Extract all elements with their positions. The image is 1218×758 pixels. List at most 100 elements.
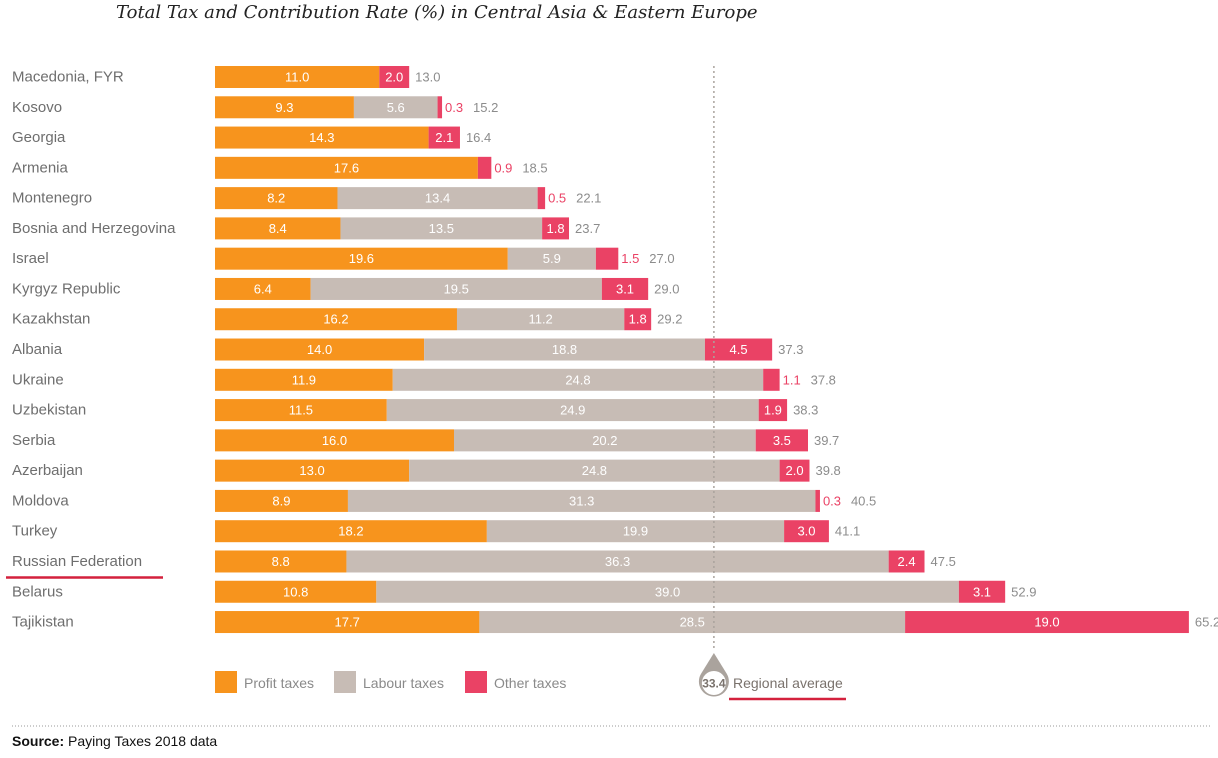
- total-label: 13.0: [415, 70, 440, 85]
- category-label: Kosovo: [12, 99, 62, 116]
- data-label-profit: 8.9: [272, 493, 290, 508]
- bar-profit: [215, 580, 377, 603]
- data-label-other: 0.5: [548, 191, 566, 206]
- bar-other: [704, 338, 773, 361]
- bar-profit: [215, 126, 429, 149]
- bar-profit: [215, 459, 410, 482]
- category-label: Ukraine: [12, 371, 64, 388]
- bar-labour: [453, 429, 756, 452]
- data-label-profit: 19.6: [349, 251, 374, 266]
- data-label-profit: 17.6: [334, 160, 359, 175]
- data-label-labour: 18.8: [552, 342, 577, 357]
- bar-profit: [215, 611, 480, 634]
- total-label: 41.1: [835, 524, 860, 539]
- bar-labour: [424, 338, 705, 361]
- data-label-other: 3.1: [616, 281, 634, 296]
- bar-other: [601, 277, 649, 300]
- bar-other: [379, 66, 410, 88]
- bar-labour: [507, 247, 596, 270]
- bar-profit: [215, 187, 338, 210]
- bar-profit: [215, 277, 311, 300]
- total-label: 29.0: [654, 281, 679, 296]
- bar-profit: [215, 520, 487, 543]
- data-label-other: 19.0: [1034, 615, 1059, 630]
- data-label-labour: 20.2: [592, 433, 617, 448]
- total-label: 40.5: [851, 493, 876, 508]
- bar-profit: [215, 550, 347, 573]
- bar-labour: [346, 550, 889, 573]
- bar-labour: [337, 187, 538, 210]
- category-label: Bosnia and Herzegovina: [12, 220, 176, 237]
- data-label-profit: 6.4: [254, 281, 272, 296]
- bar-labour: [479, 611, 906, 634]
- bar-labour: [353, 96, 438, 119]
- bar-other: [958, 580, 1006, 603]
- total-label: 18.5: [522, 160, 547, 175]
- total-label: 16.4: [466, 130, 491, 145]
- data-label-profit: 10.8: [283, 584, 308, 599]
- total-label: 65.2: [1195, 615, 1218, 630]
- data-label-labour: 19.9: [623, 524, 648, 539]
- total-label: 22.1: [576, 191, 601, 206]
- bar-labour: [392, 368, 764, 391]
- bar-profit: [215, 247, 508, 270]
- category-label: Uzbekistan: [12, 402, 86, 419]
- data-label-other: 0.3: [445, 100, 463, 115]
- legend-label-profit: Profit taxes: [244, 675, 314, 691]
- data-label-profit: 18.2: [338, 524, 363, 539]
- data-label-other: 2.0: [385, 70, 403, 85]
- bar-profit: [215, 217, 341, 240]
- legend-label-labour: Labour taxes: [363, 675, 444, 691]
- legend-swatch-profit: [215, 671, 237, 693]
- category-label: Israel: [12, 250, 49, 267]
- bar-other: [537, 187, 546, 210]
- data-label-other: 1.9: [764, 403, 782, 418]
- category-label: Albania: [12, 341, 63, 358]
- total-label: 47.5: [931, 554, 956, 569]
- category-label: Belarus: [12, 583, 63, 600]
- category-label: Tajikistan: [12, 614, 74, 631]
- data-label-labour: 13.5: [429, 221, 454, 236]
- bar-labour: [347, 489, 816, 512]
- bar-other: [437, 96, 443, 119]
- data-label-other: 1.8: [629, 312, 647, 327]
- bar-labour: [456, 308, 625, 331]
- regional-average-label: Regional average: [733, 675, 843, 691]
- bar-other: [542, 217, 570, 240]
- bar-labour: [340, 217, 543, 240]
- category-label: Montenegro: [12, 190, 92, 207]
- data-label-profit: 13.0: [299, 463, 324, 478]
- bar-other: [763, 368, 780, 391]
- data-label-labour: 24.8: [582, 463, 607, 478]
- data-label-other: 3.0: [797, 524, 815, 539]
- bar-other: [784, 520, 829, 543]
- data-label-profit: 14.0: [307, 342, 332, 357]
- category-label: Russian Federation: [12, 553, 142, 570]
- bar-other: [624, 308, 652, 331]
- category-label: Armenia: [12, 159, 69, 176]
- data-label-labour: 13.4: [425, 191, 450, 206]
- chart-title: Total Tax and Contribution Rate (%) in C…: [116, 2, 758, 23]
- data-label-labour: 39.0: [655, 584, 680, 599]
- bar-other: [758, 399, 788, 422]
- total-label: 37.3: [778, 342, 803, 357]
- category-label: Serbia: [12, 432, 56, 449]
- bar-labour: [386, 399, 759, 422]
- total-label: 37.8: [811, 372, 836, 387]
- bar-profit: [215, 338, 425, 361]
- data-label-profit: 11.5: [289, 403, 313, 418]
- bar-profit: [215, 96, 354, 119]
- total-label: 52.9: [1011, 584, 1036, 599]
- bar-labour: [310, 277, 602, 300]
- data-label-labour: 36.3: [605, 554, 630, 569]
- data-label-other: 2.1: [435, 130, 453, 145]
- data-label-labour: 19.5: [444, 281, 469, 296]
- bar-profit: [215, 489, 348, 512]
- regional-average-value: 33.4: [702, 677, 726, 691]
- total-label: 29.2: [657, 312, 682, 327]
- source-text: Paying Taxes 2018 data: [68, 733, 218, 749]
- bar-other: [888, 550, 925, 573]
- bar-profit: [215, 308, 457, 331]
- total-label: 39.8: [815, 463, 840, 478]
- bar-other: [905, 611, 1189, 634]
